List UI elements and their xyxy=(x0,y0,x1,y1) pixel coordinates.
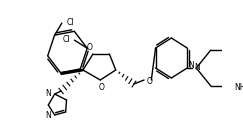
Text: N: N xyxy=(194,63,200,72)
Text: N: N xyxy=(188,62,194,70)
Text: O: O xyxy=(147,77,152,86)
Text: NH: NH xyxy=(234,84,243,93)
Text: N: N xyxy=(45,89,51,98)
Text: Cl: Cl xyxy=(66,18,74,27)
Text: N: N xyxy=(45,110,51,119)
Text: Cl: Cl xyxy=(62,35,70,44)
Text: O: O xyxy=(87,43,92,51)
Text: O: O xyxy=(98,82,104,91)
